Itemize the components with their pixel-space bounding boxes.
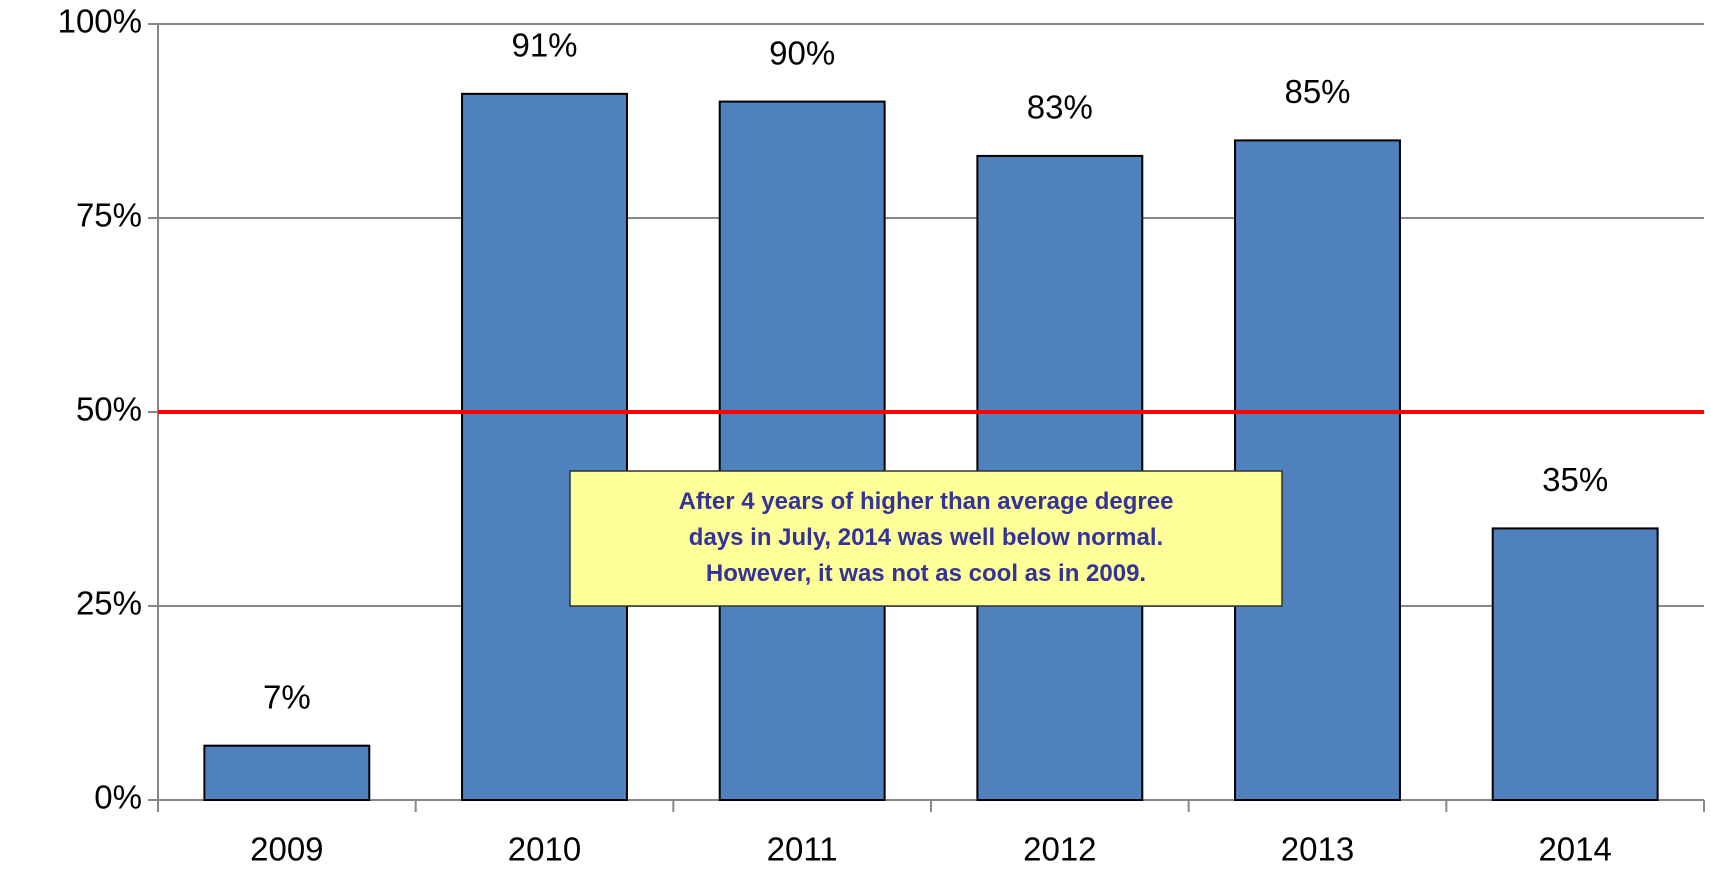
- data-label: 83%: [1027, 89, 1093, 126]
- data-label: 90%: [769, 34, 835, 71]
- annotation-text: After 4 years of higher than average deg…: [679, 488, 1174, 515]
- data-label: 85%: [1284, 73, 1350, 110]
- y-tick-label: 0%: [94, 779, 142, 816]
- x-tick-label: 2011: [767, 831, 838, 868]
- data-label: 35%: [1542, 461, 1608, 498]
- bar: [203, 744, 371, 801]
- annotation-box: [569, 470, 1283, 607]
- x-tick-label: 2014: [1538, 831, 1611, 868]
- bar: [461, 92, 628, 801]
- y-tick-label: 25%: [76, 585, 142, 622]
- x-tick-label: 2009: [250, 831, 323, 868]
- data-label: 91%: [511, 27, 577, 64]
- bar: [1491, 527, 1659, 802]
- x-tick-label: 2012: [1023, 831, 1096, 868]
- y-tick-label: 50%: [76, 391, 142, 428]
- bar: [718, 100, 886, 802]
- y-tick-label: 75%: [76, 197, 142, 234]
- x-tick-label: 2010: [508, 831, 581, 868]
- data-label: 7%: [263, 678, 311, 715]
- bar: [1234, 139, 1401, 801]
- annotation-text: days in July, 2014 was well below normal…: [689, 524, 1163, 551]
- x-tick-label: 2013: [1281, 831, 1354, 868]
- annotation-text: However, it was not as cool as in 2009.: [706, 560, 1146, 587]
- y-tick-label: 100%: [58, 3, 142, 40]
